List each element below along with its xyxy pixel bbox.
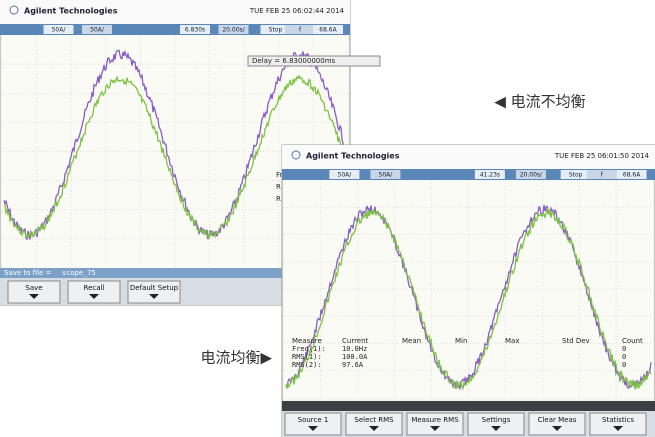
measure-cell: 100.0A bbox=[342, 353, 368, 361]
toolbar-value: 68.6A bbox=[319, 27, 337, 34]
file-label: Save to file = bbox=[4, 269, 52, 277]
softkey-label: Statistics bbox=[602, 416, 634, 424]
toolbar-value: 20.00s/ bbox=[520, 172, 543, 179]
screenshot: ◀ 电流不均衡 Agilent Technologies TUE FEB 25 0… bbox=[0, 0, 655, 437]
toolbar-value: Stop bbox=[569, 172, 583, 179]
measure-header: Measure bbox=[292, 337, 322, 345]
measure-cell: RMS(2): bbox=[292, 361, 322, 369]
balanced-label: 电流均衡▶ bbox=[200, 349, 272, 367]
measure-cell: 0 bbox=[622, 345, 626, 353]
scope-screen: Agilent Technologies TUE FEB 25 06:01:50 … bbox=[282, 145, 655, 437]
softkey-label: Source 1 bbox=[298, 416, 329, 424]
status-bar bbox=[282, 401, 655, 411]
delay: Delay = 6.83000000ms bbox=[252, 57, 336, 65]
measure-cell: Freq(1): bbox=[292, 345, 326, 353]
measure-cell: 97.6A bbox=[342, 361, 364, 369]
softkey-label: Settings bbox=[482, 416, 511, 424]
measure-cell: RMS(1): bbox=[292, 353, 322, 361]
toolbar-value: 50A/ bbox=[379, 172, 394, 179]
toolbar-value: 6.830s bbox=[185, 27, 205, 34]
measure-header: Current bbox=[342, 337, 369, 345]
toolbar-value: 68.6A bbox=[623, 172, 641, 179]
measure-header: Count bbox=[622, 337, 643, 345]
timestamp: TUE FEB 25 06:01:50 2014 bbox=[554, 152, 650, 160]
softkey-label: Default Setup bbox=[130, 284, 179, 292]
softkey-label: Clear Meas bbox=[538, 416, 577, 424]
softkey-label: Recall bbox=[84, 284, 105, 292]
softkey-label: Select RMS bbox=[354, 416, 394, 424]
softkey-label: Save bbox=[25, 284, 42, 292]
toolbar-value: 20.00s/ bbox=[222, 27, 245, 34]
softkey-label: Measure RMS bbox=[411, 416, 459, 424]
measure-cell: 0 bbox=[622, 361, 626, 369]
file-name: scope_75 bbox=[62, 269, 96, 277]
unbalanced-label: ◀ 电流不均衡 bbox=[494, 93, 585, 111]
measure-cell: 0 bbox=[622, 353, 626, 361]
toolbar-value: 50A/ bbox=[52, 27, 67, 34]
measure-header: Std Dev bbox=[562, 337, 590, 345]
measure-header: Mean bbox=[402, 337, 421, 345]
measure-header: Max bbox=[505, 337, 519, 345]
timestamp: TUE FEB 25 06:02:44 2014 bbox=[249, 7, 345, 15]
toolbar-value: Stop bbox=[269, 27, 283, 34]
toolbar-value: 41.23s bbox=[480, 172, 500, 179]
toolbar-value: 50A/ bbox=[338, 172, 353, 179]
toolbar-value: 50A/ bbox=[90, 27, 105, 34]
brand: Agilent Technologies bbox=[306, 152, 400, 161]
measure-header: Min bbox=[455, 337, 467, 345]
measure-cell: 10.0Hz bbox=[342, 345, 367, 353]
brand: Agilent Technologies bbox=[24, 7, 118, 16]
